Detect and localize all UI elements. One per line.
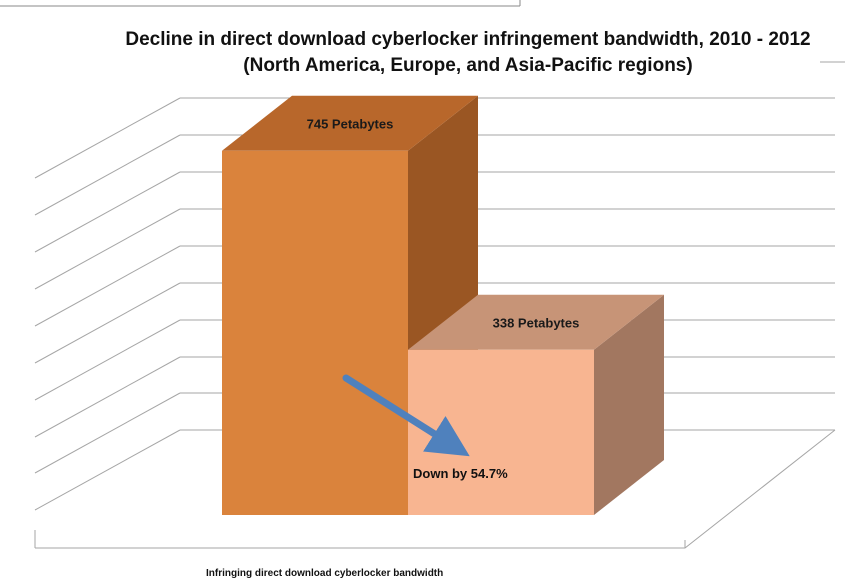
gridline-side: [34, 97, 181, 179]
gridline-side: [34, 282, 181, 364]
gridline-side: [34, 429, 181, 511]
bar-2012-side: [594, 294, 664, 515]
bar-2010-front: [222, 150, 408, 515]
decline-arrow: [342, 374, 470, 457]
data-label-2012: 338 Petabytes: [493, 315, 580, 330]
bar-2012-top: [408, 294, 664, 350]
gridline-side: [34, 171, 181, 253]
gridline-side: [34, 134, 181, 216]
chart-subtitle: (North America, Europe, and Asia-Pacific…: [243, 55, 692, 76]
bar-2012: [408, 294, 664, 515]
chart-floor: [34, 429, 836, 549]
x-axis-label: Infringing direct download cyberlocker b…: [206, 568, 443, 579]
decline-annotation: Down by 54.7%: [413, 466, 508, 481]
gridline-side: [34, 208, 181, 290]
gridline-side: [34, 245, 181, 327]
chart-title: Decline in direct download cyberlocker i…: [125, 29, 810, 50]
gridline-side: [34, 392, 181, 474]
gridline-side: [34, 356, 181, 438]
data-label-2010: 745 Petabytes: [307, 116, 394, 131]
gridline-side: [34, 319, 181, 401]
bar-2010-top: [222, 95, 478, 151]
